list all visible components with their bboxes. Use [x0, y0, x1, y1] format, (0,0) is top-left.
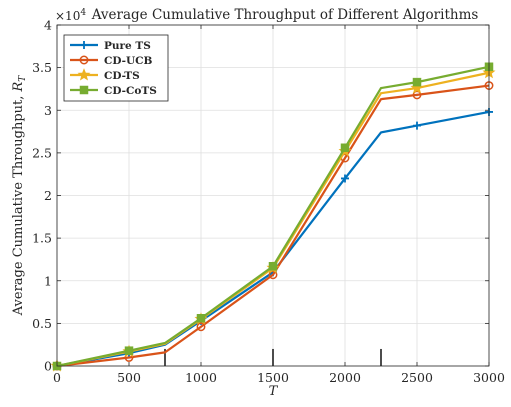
- legend-label-pure-ts: Pure TS: [104, 40, 151, 52]
- plot-frame: [56, 24, 490, 367]
- y-tick-label: 4: [44, 18, 52, 33]
- series-line-cd-ucb: [56, 84, 490, 368]
- legend-label-cd-cots: CD-CoTS: [104, 85, 157, 97]
- x-tick-label: 2500: [401, 370, 433, 385]
- data-point-cd-cots: [196, 314, 206, 323]
- y-axis-label-symbol: R: [11, 81, 26, 92]
- data-point-cd-ucb: [268, 270, 278, 280]
- y-tick-label: 1.5: [32, 231, 52, 246]
- x-tick-label: 1500: [257, 370, 289, 385]
- data-point-pure-ts: [413, 121, 421, 130]
- y-tick-label: 3: [44, 103, 52, 118]
- data-point-cd-ucb: [196, 322, 206, 332]
- data-point-cd-cots: [340, 143, 350, 153]
- legend-marker-cd-ucb: [79, 55, 89, 65]
- x-tick-label: 3000: [473, 370, 505, 385]
- vertical-markers: [164, 348, 382, 366]
- legend-label-cd-ucb: CD-UCB: [104, 55, 153, 67]
- data-point-pure-ts: [341, 174, 349, 183]
- y-axis-label-text: Average Cumulative Throughput,: [11, 91, 26, 316]
- y-tick-label: 2.5: [32, 145, 52, 160]
- y-axis-label: Average Cumulative Throughput, RT: [11, 75, 28, 317]
- y-exponent-base: ×10: [55, 9, 80, 23]
- legend: Pure TS CD-UCB CD-TS CD-CoTS: [63, 34, 169, 102]
- y-tick-label: 3.5: [32, 60, 52, 75]
- x-axis-label: T: [269, 384, 279, 399]
- y-tick-label: 1: [44, 273, 52, 288]
- x-tick-label: 0: [53, 370, 61, 385]
- tick-labels: 0 500 1000 1500 2000 2500 3000 0 0.5 1 1.5 2 2.5 3 3.5…: [32, 18, 505, 386]
- data-point-cd-cots: [412, 77, 422, 87]
- y-tick-label: 0: [44, 359, 52, 374]
- y-exponent-power: 4: [80, 8, 86, 18]
- y-axis-exponent: ×104: [55, 8, 86, 23]
- chart-title: Average Cumulative Throughput of Differe…: [91, 7, 479, 23]
- legend-marker-cd-cots: [79, 85, 89, 95]
- legend-marker-pure-ts: [80, 41, 88, 49]
- series-layer: [50, 62, 496, 372]
- y-tick-label: 2: [44, 188, 52, 203]
- y-axis-label-subscript: T: [18, 75, 28, 82]
- legend-item-cd-ucb: CD-UCB: [70, 55, 153, 67]
- data-point-cd-cots: [124, 346, 134, 355]
- data-point-cd-ucb: [412, 90, 422, 100]
- legend-item-cd-cots: CD-CoTS: [70, 85, 157, 97]
- legend-item-pure-ts: Pure TS: [70, 40, 151, 52]
- x-tick-label: 2000: [329, 370, 361, 385]
- data-point-cd-cots: [268, 262, 278, 271]
- legend-item-cd-ts: CD-TS: [70, 68, 140, 82]
- x-tick-label: 500: [117, 370, 141, 385]
- y-tick-label: 0.5: [32, 316, 52, 331]
- x-tick-label: 1000: [185, 370, 217, 385]
- legend-marker-cd-ts: [77, 68, 91, 81]
- legend-label-cd-ts: CD-TS: [104, 70, 140, 82]
- legend-items: Pure TS CD-UCB CD-TS CD-CoTS: [70, 40, 157, 97]
- data-point-cd-ts: [410, 81, 424, 94]
